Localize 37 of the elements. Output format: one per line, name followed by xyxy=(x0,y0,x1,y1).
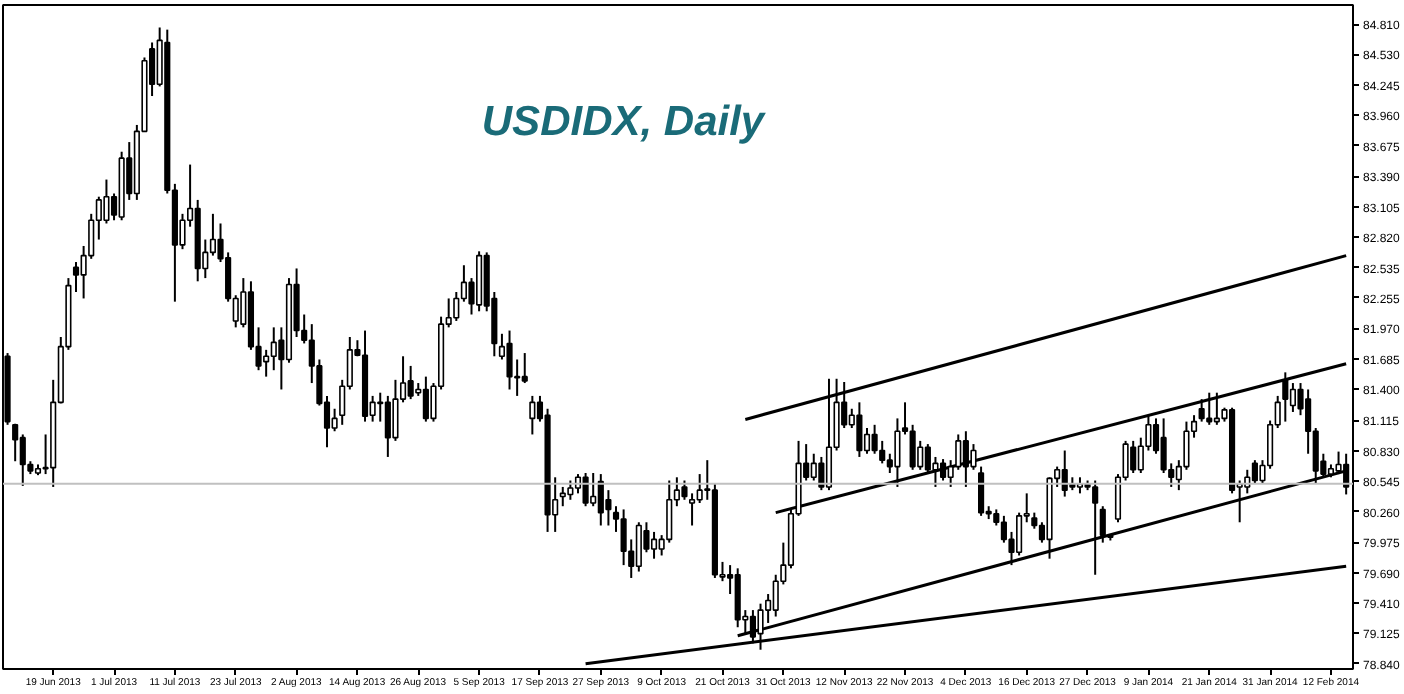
candlestick xyxy=(962,430,969,488)
candlestick xyxy=(650,530,658,560)
candlestick xyxy=(810,452,817,482)
candlestick xyxy=(818,455,825,492)
candlestick xyxy=(970,443,977,471)
candlestick xyxy=(1251,459,1258,485)
candlestick xyxy=(407,364,414,401)
candlestick xyxy=(506,329,513,391)
candlestick xyxy=(263,348,270,378)
candlestick xyxy=(1289,382,1296,413)
candlestick xyxy=(688,492,696,527)
candlestick xyxy=(521,352,528,385)
candlestick xyxy=(1092,479,1099,576)
candlestick xyxy=(422,375,429,423)
candlestick xyxy=(1099,505,1106,544)
candlestick xyxy=(529,394,536,436)
text: USDIDX, Daily xyxy=(481,99,767,145)
candlestick xyxy=(1198,398,1205,423)
candlestick xyxy=(909,423,916,471)
candlestick xyxy=(978,465,985,517)
candlestick xyxy=(1282,371,1289,423)
candlestick xyxy=(72,261,80,294)
candlestick xyxy=(734,567,741,629)
candlestick xyxy=(605,489,612,527)
candlestick xyxy=(1130,439,1137,475)
candlestick xyxy=(635,521,642,573)
candlestick xyxy=(871,423,878,455)
candlestick xyxy=(856,401,863,458)
candlestick xyxy=(582,472,589,508)
candlestick xyxy=(384,394,391,458)
candlestick xyxy=(567,479,574,501)
candlestick xyxy=(590,472,597,508)
candlestick xyxy=(939,458,947,482)
candlestick xyxy=(270,326,277,372)
candlestick xyxy=(1016,511,1023,557)
candlestick xyxy=(932,455,939,488)
candlestick xyxy=(597,473,604,527)
